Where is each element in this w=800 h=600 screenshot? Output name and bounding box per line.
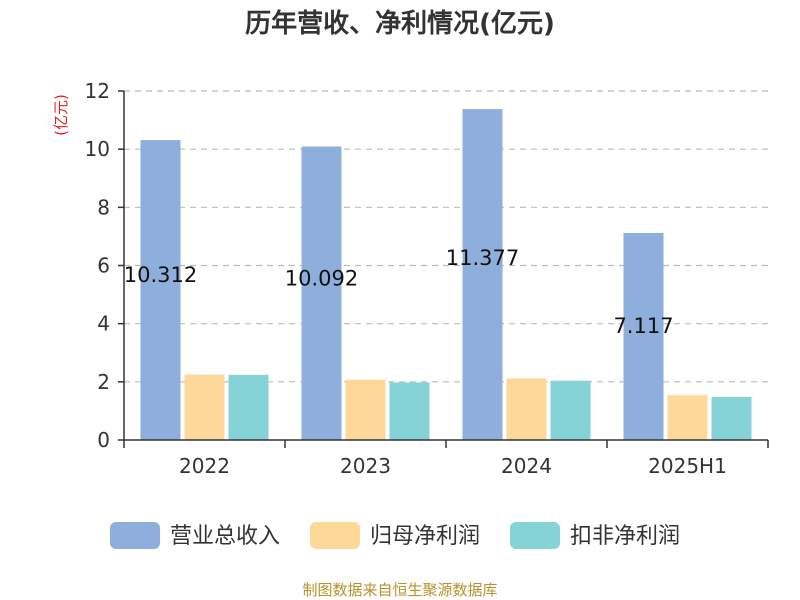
bar: [184, 374, 225, 440]
bar: [389, 382, 430, 440]
bar: [623, 233, 664, 440]
grid-layer: [124, 90, 768, 383]
bar: [667, 395, 708, 440]
data-label: 11.377: [446, 246, 519, 270]
bar: [462, 109, 503, 440]
legend-label: 归母净利润: [370, 524, 480, 549]
axis-layer: 0 2 4 6 8 10 12 2022 2023 2024 2025H1: [85, 79, 769, 478]
data-label: 10.092: [285, 267, 358, 291]
bar: [506, 378, 547, 440]
bar: [140, 140, 181, 441]
bar: [711, 396, 752, 440]
bar: [550, 380, 591, 440]
legend-swatch: [510, 522, 560, 549]
legend-label: 营业总收入: [170, 524, 280, 549]
legend-item[interactable]: 营业总收入: [110, 522, 280, 549]
labels-layer: 10.312 10.092 11.377 7.117: [124, 246, 674, 338]
legend-item[interactable]: 扣非净利润: [510, 522, 680, 549]
x-tick-label: 2022: [179, 454, 230, 478]
x-tick-label: 2024: [501, 454, 552, 478]
source-note: 制图数据来自恒生聚源数据库: [302, 581, 497, 599]
bars-layer: [140, 109, 752, 441]
y-tick-label: 0: [97, 428, 110, 452]
y-tick-label: 10: [85, 137, 110, 161]
bar: [345, 379, 386, 440]
y-tick-label: 8: [97, 195, 110, 219]
legend: 营业总收入 归母净利润 扣非净利润: [110, 522, 680, 549]
y-tick-label: 12: [85, 79, 110, 103]
x-tick-label: 2025H1: [648, 454, 727, 478]
legend-label: 扣非净利润: [570, 524, 680, 549]
chart-title: 历年营收、净利情况(亿元): [245, 8, 555, 39]
legend-swatch: [110, 522, 160, 549]
y-axis-label: (亿元): [52, 94, 70, 136]
y-tick-label: 6: [97, 254, 110, 278]
legend-item[interactable]: 归母净利润: [310, 522, 480, 549]
legend-swatch: [310, 522, 360, 549]
bar: [228, 374, 269, 440]
y-tick-label: 2: [97, 370, 110, 394]
data-label: 7.117: [613, 314, 673, 338]
y-tick-label: 4: [97, 312, 110, 336]
x-tick-label: 2023: [340, 454, 391, 478]
bar: [301, 146, 342, 440]
data-label: 10.312: [124, 263, 197, 287]
